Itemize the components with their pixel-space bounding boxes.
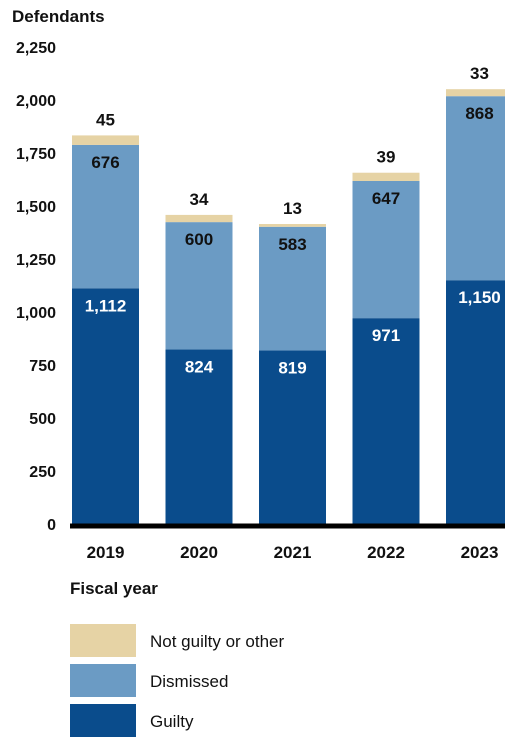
legend-swatch-guilty bbox=[70, 704, 136, 737]
value-label-dismissed-2022: 647 bbox=[372, 189, 400, 208]
y-tick-label: 1,250 bbox=[16, 252, 56, 269]
bar-not-guilty-or-other-2019 bbox=[72, 135, 139, 145]
legend-label-dismissed: Dismissed bbox=[150, 672, 229, 691]
y-tick-label: 750 bbox=[29, 358, 56, 375]
bar-guilty-2020 bbox=[165, 349, 233, 524]
value-label-not-guilty-or-other-2020: 34 bbox=[190, 190, 209, 209]
y-tick-label: 1,000 bbox=[16, 305, 56, 322]
bar-guilty-2022 bbox=[352, 318, 420, 524]
value-label-not-guilty-or-other-2022: 39 bbox=[377, 148, 396, 167]
y-axis-ticks: 0 250 500 750 1,000 1,250 1,500 1,750 2,000 2,250 bbox=[16, 40, 56, 534]
bar-not-guilty-or-other-2023 bbox=[446, 89, 505, 97]
x-tick-label: 2021 bbox=[274, 543, 312, 562]
legend-swatch-not-guilty bbox=[70, 624, 136, 657]
bar-not-guilty-or-other-2020 bbox=[165, 214, 233, 223]
x-axis-ticks: 2019 2020 2021 2022 2023 bbox=[87, 543, 499, 562]
value-labels: 1,112 676 45 824 600 34 819 583 13 971 647 39 1,150 8… bbox=[85, 64, 501, 377]
value-label-guilty-2019: 1,112 bbox=[85, 296, 127, 315]
value-label-not-guilty-or-other-2023: 33 bbox=[470, 64, 489, 83]
x-tick-label: 2020 bbox=[180, 543, 218, 562]
x-tick-label: 2023 bbox=[461, 543, 499, 562]
bar-dismissed-2023 bbox=[446, 96, 505, 281]
y-tick-label: 2,250 bbox=[16, 40, 56, 57]
y-tick-label: 1,750 bbox=[16, 146, 56, 163]
value-label-not-guilty-or-other-2019: 45 bbox=[96, 110, 115, 129]
y-tick-label: 1,500 bbox=[16, 199, 56, 216]
bar-dismissed-2021 bbox=[259, 226, 326, 351]
legend-label-guilty: Guilty bbox=[150, 712, 194, 731]
value-label-guilty-2020: 824 bbox=[185, 357, 214, 376]
value-label-dismissed-2021: 583 bbox=[278, 235, 306, 254]
value-label-dismissed-2023: 868 bbox=[465, 104, 493, 123]
y-tick-label: 500 bbox=[29, 411, 56, 428]
bar-dismissed-2019 bbox=[72, 144, 139, 289]
bar-dismissed-2022 bbox=[352, 180, 420, 319]
bars bbox=[72, 89, 505, 524]
bar-guilty-2019 bbox=[72, 288, 139, 524]
stacked-bar-chart: Defendants 0 250 500 750 1,000 1,250 1,500 1,75… bbox=[12, 7, 505, 598]
x-axis-title: Fiscal year bbox=[70, 579, 158, 598]
value-label-dismissed-2019: 676 bbox=[91, 153, 119, 172]
y-tick-label: 0 bbox=[47, 517, 56, 534]
value-label-guilty-2023: 1,150 bbox=[458, 288, 501, 307]
legend-label-not-guilty: Not guilty or other bbox=[150, 632, 285, 651]
bar-dismissed-2020 bbox=[165, 222, 233, 350]
x-tick-label: 2019 bbox=[87, 543, 125, 562]
y-axis-title: Defendants bbox=[12, 7, 105, 26]
x-tick-label: 2022 bbox=[367, 543, 405, 562]
legend-swatch-dismissed bbox=[70, 664, 136, 697]
value-label-guilty-2022: 971 bbox=[372, 326, 400, 345]
y-tick-label: 250 bbox=[29, 464, 56, 481]
value-label-dismissed-2020: 600 bbox=[185, 230, 213, 249]
value-label-guilty-2021: 819 bbox=[278, 358, 306, 377]
bar-guilty-2021 bbox=[259, 350, 326, 524]
bar-guilty-2023 bbox=[446, 280, 505, 524]
bar-not-guilty-or-other-2022 bbox=[352, 172, 420, 181]
y-tick-label: 2,000 bbox=[16, 93, 56, 110]
bar-not-guilty-or-other-2021 bbox=[259, 224, 326, 227]
value-label-not-guilty-or-other-2021: 13 bbox=[283, 199, 302, 218]
